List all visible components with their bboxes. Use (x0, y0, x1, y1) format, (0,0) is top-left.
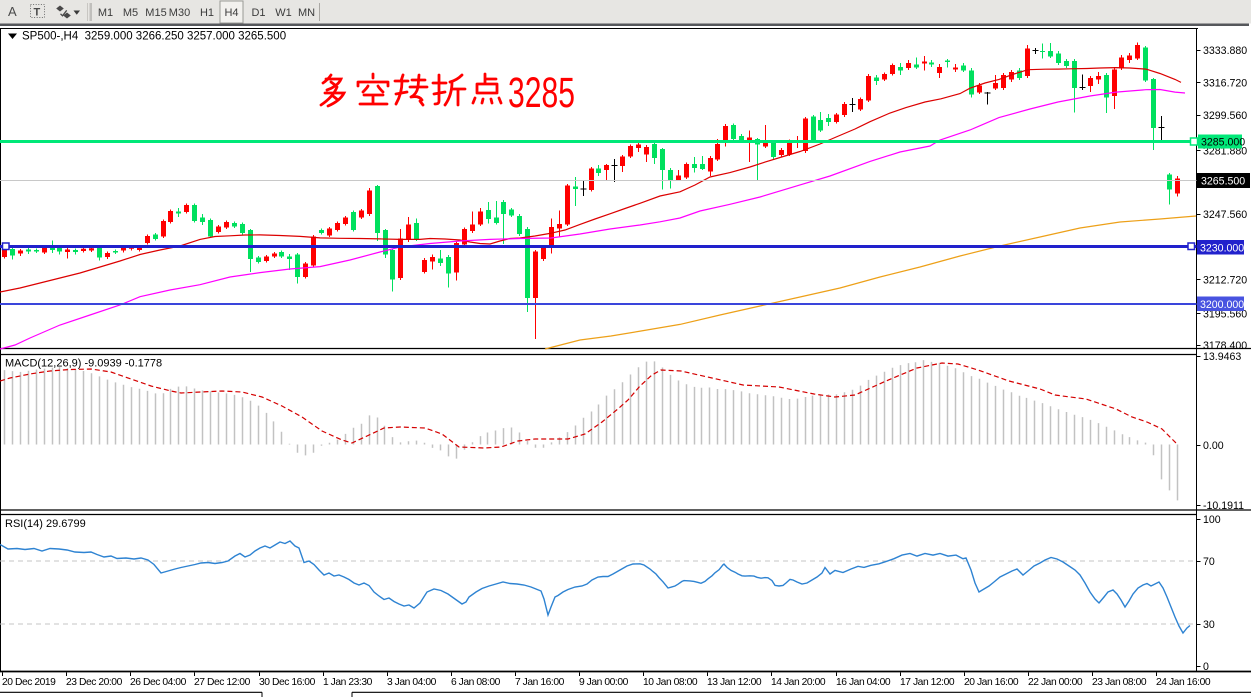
svg-text:100: 100 (1203, 514, 1221, 526)
svg-text:27 Dec 12:00: 27 Dec 12:00 (194, 677, 251, 688)
svg-text:M1: M1 (98, 7, 113, 19)
svg-text:3285.000: 3285.000 (1201, 137, 1245, 149)
svg-text:10 Jan 08:00: 10 Jan 08:00 (643, 677, 698, 688)
svg-text:3 Jan 04:00: 3 Jan 04:00 (387, 677, 437, 688)
svg-text:14 Jan 20:00: 14 Jan 20:00 (771, 677, 826, 688)
svg-text:13.9463: 13.9463 (1203, 351, 1241, 363)
svg-text:M30: M30 (169, 7, 190, 19)
svg-text:3285: 3285 (508, 68, 575, 117)
svg-text:M15: M15 (145, 7, 166, 19)
svg-text:-10.1911: -10.1911 (1203, 500, 1244, 512)
svg-text:3247.560: 3247.560 (1203, 209, 1247, 221)
svg-text:3212.720: 3212.720 (1203, 275, 1247, 287)
svg-text:24 Jan 16:00: 24 Jan 16:00 (1156, 677, 1211, 688)
svg-text:M5: M5 (123, 7, 138, 19)
svg-text:3299.560: 3299.560 (1203, 110, 1247, 122)
svg-text:0.00: 0.00 (1203, 440, 1224, 452)
svg-text:70: 70 (1203, 556, 1215, 568)
svg-text:3316.720: 3316.720 (1203, 78, 1247, 90)
svg-text:13 Jan 12:00: 13 Jan 12:00 (707, 677, 762, 688)
svg-text:W1: W1 (275, 7, 292, 19)
svg-text:16 Jan 04:00: 16 Jan 04:00 (836, 677, 891, 688)
svg-text:3333.880: 3333.880 (1203, 45, 1247, 57)
svg-text:23 Dec 20:00: 23 Dec 20:00 (66, 677, 123, 688)
svg-text:23 Jan 08:00: 23 Jan 08:00 (1092, 677, 1147, 688)
svg-text:3230.000: 3230.000 (1200, 243, 1244, 255)
svg-text:SP500-,H4 3259.000 3266.250 3: SP500-,H4 3259.000 3266.250 3257.000 326… (22, 31, 286, 43)
svg-text:A: A (8, 4, 17, 19)
svg-text:7 Jan 16:00: 7 Jan 16:00 (515, 677, 565, 688)
svg-text:17 Jan 12:00: 17 Jan 12:00 (900, 677, 955, 688)
svg-text:MN: MN (298, 7, 315, 19)
svg-text:T: T (34, 7, 41, 19)
svg-text:26 Dec 04:00: 26 Dec 04:00 (130, 677, 187, 688)
svg-text:H4: H4 (224, 7, 238, 19)
svg-text:22 Jan 00:00: 22 Jan 00:00 (1028, 677, 1083, 688)
svg-text:20 Dec 2019: 20 Dec 2019 (2, 677, 56, 688)
svg-text:3195.560: 3195.560 (1203, 309, 1247, 321)
svg-text:3200.000: 3200.000 (1200, 299, 1244, 311)
svg-text:6 Jan 08:00: 6 Jan 08:00 (451, 677, 501, 688)
svg-text:20 Jan 16:00: 20 Jan 16:00 (964, 677, 1019, 688)
svg-text:D1: D1 (251, 7, 265, 19)
svg-text:3178.400: 3178.400 (1203, 340, 1247, 352)
svg-text:MACD(12,26,9) -9.0939 -0.1778: MACD(12,26,9) -9.0939 -0.1778 (5, 358, 162, 370)
svg-text:1 Jan 23:30: 1 Jan 23:30 (323, 677, 373, 688)
svg-text:3265.500: 3265.500 (1201, 176, 1245, 188)
svg-text:RSI(14) 29.6799: RSI(14) 29.6799 (5, 518, 86, 530)
svg-text:9 Jan 00:00: 9 Jan 00:00 (579, 677, 629, 688)
svg-text:H1: H1 (200, 7, 214, 19)
svg-text:0: 0 (1203, 661, 1209, 673)
svg-text:30 Dec 16:00: 30 Dec 16:00 (259, 677, 316, 688)
svg-text:30: 30 (1203, 619, 1215, 631)
